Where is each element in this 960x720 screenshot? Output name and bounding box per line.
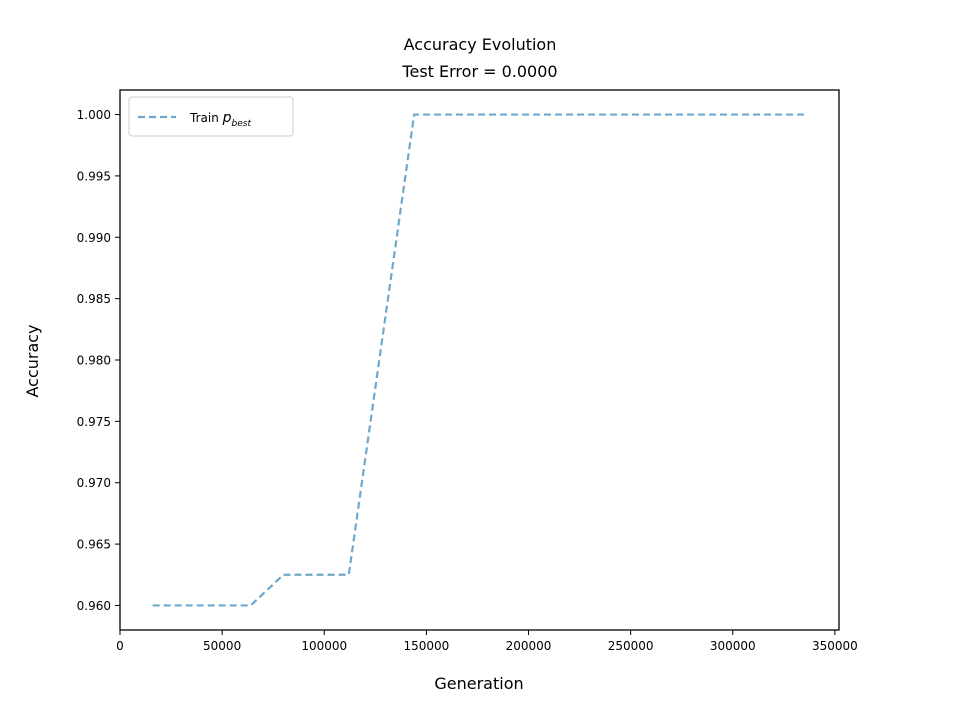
axes: 0 50000 100000 150000 200000 250000 300000 3500… [77, 89, 858, 653]
legend-label-symbol: p [222, 110, 232, 126]
x-tick-label: 50000 [203, 639, 241, 653]
chart-subtitle: Test Error = 0.0000 [401, 62, 557, 81]
x-tick-label: 200000 [506, 639, 552, 653]
x-tick-label: 100000 [301, 639, 347, 653]
y-tick-label: 0.995 [77, 169, 111, 183]
legend-label: Train pbest [189, 110, 251, 129]
legend-label-text: Train [189, 111, 219, 125]
series-layer [152, 113, 807, 607]
chart-title: Accuracy Evolution [404, 35, 557, 54]
y-tick-label: 0.970 [77, 476, 111, 490]
y-tick-label: 0.975 [77, 415, 111, 429]
legend-label-subscript: best [232, 119, 252, 129]
x-tick-label: 350000 [812, 639, 858, 653]
legend-box [128, 96, 294, 137]
plot-frame [119, 89, 840, 631]
y-tick-label: 0.960 [77, 599, 111, 613]
x-tick-label: 0 [116, 639, 124, 653]
x-axis-label: Generation [434, 674, 523, 693]
legend: Train pbest [128, 96, 294, 137]
y-tick-label: 0.980 [77, 354, 111, 368]
x-tick-label: 150000 [403, 639, 449, 653]
y-tick-label: 0.990 [77, 231, 111, 245]
y-axis-label: Accuracy [23, 324, 42, 397]
y-tick-label: 0.985 [77, 292, 111, 306]
series-line-train-pbest [152, 113, 807, 607]
x-tick-label: 250000 [608, 639, 654, 653]
x-tick-label: 300000 [710, 639, 756, 653]
y-tick-label: 1.000 [77, 108, 111, 122]
y-tick-label: 0.965 [77, 538, 111, 552]
